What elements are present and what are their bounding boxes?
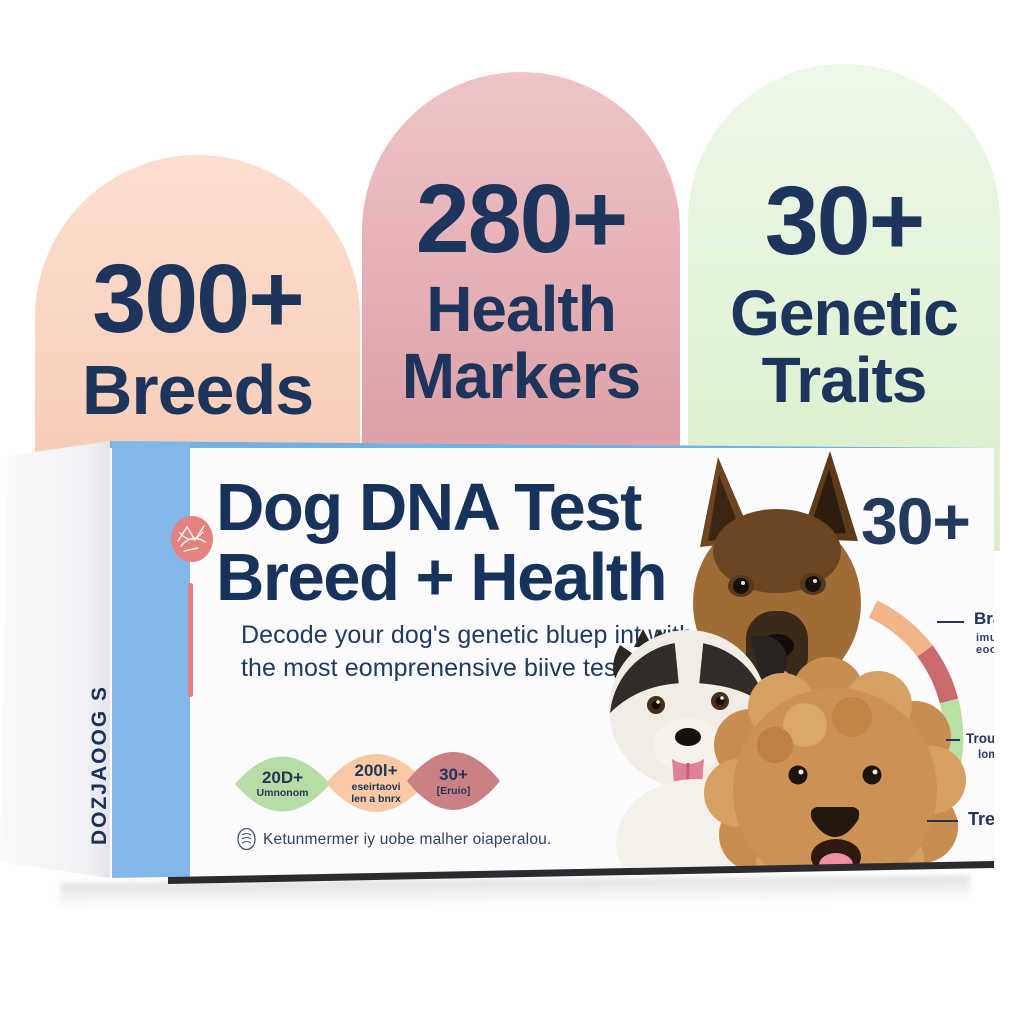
title-line1: Dog DNA Test (216, 470, 642, 545)
stat-value: 200l+ (354, 761, 398, 781)
tagline-line2: the most eomprenensive biive test. (241, 654, 631, 682)
stat-label: [Eruio] (436, 784, 471, 797)
badge-number: 280+ (415, 164, 628, 273)
stamp-icon (237, 827, 256, 851)
stat-label: len a bnrx (351, 793, 401, 806)
dogs-photo (609, 451, 966, 878)
arc-label-breeds-sub: imunud eooe (976, 632, 1019, 656)
product-tagline: Decode your dog's genetic bluep int with… (241, 619, 693, 685)
badge-label: Traits (761, 344, 928, 417)
badge-number: 300+ (92, 244, 304, 353)
stat-label: Umnonom (256, 787, 309, 800)
tagline-line1: Decode your dog's genetic bluep int with (241, 621, 694, 649)
box-accent-stripe (112, 441, 190, 878)
stat-label: eseirtaovi (351, 780, 401, 793)
accent-rule (188, 583, 193, 697)
product-title: Dog DNA Test Breed + Health (216, 470, 668, 615)
badge-label: Markers (401, 340, 641, 413)
dog-goldendoodle (704, 657, 966, 878)
badge-label: Genetic (730, 277, 959, 349)
traits-count: 30+ (861, 484, 971, 558)
badge-label: Breeds (81, 351, 314, 429)
box-side-panel (0, 441, 110, 878)
leader-line (927, 820, 958, 822)
leader-line (937, 621, 964, 623)
dog-sketch-icon (171, 516, 213, 562)
arc-label-troubles: Troulips (966, 731, 1019, 746)
footnote: Ketunmermer iy uobe malher oiaperalou. (263, 831, 552, 848)
stat-value: 30+ (439, 765, 468, 785)
leader-line (946, 739, 960, 741)
stat-value: 20D+ (261, 767, 304, 787)
title-line2: Breed + Health (216, 539, 668, 615)
dna-box-front: Dog DNA Test Breed + Health Decode your … (110, 441, 994, 878)
arc-label-traits: Treits (968, 809, 1017, 829)
box-top-edge (110, 441, 994, 448)
arc-label-troubles-sub: Iomimo (978, 749, 1019, 761)
stat-blob-rose: 30+ [Eruio] (407, 742, 500, 821)
badge-label: Health (426, 273, 617, 345)
arc-label-breeds: Branclis (974, 609, 1023, 628)
badge-number: 30+ (764, 166, 926, 275)
box-side-text: DOZJAOOG S (88, 684, 111, 846)
stat-blob-green: 20D+ Umnonom (235, 747, 330, 821)
